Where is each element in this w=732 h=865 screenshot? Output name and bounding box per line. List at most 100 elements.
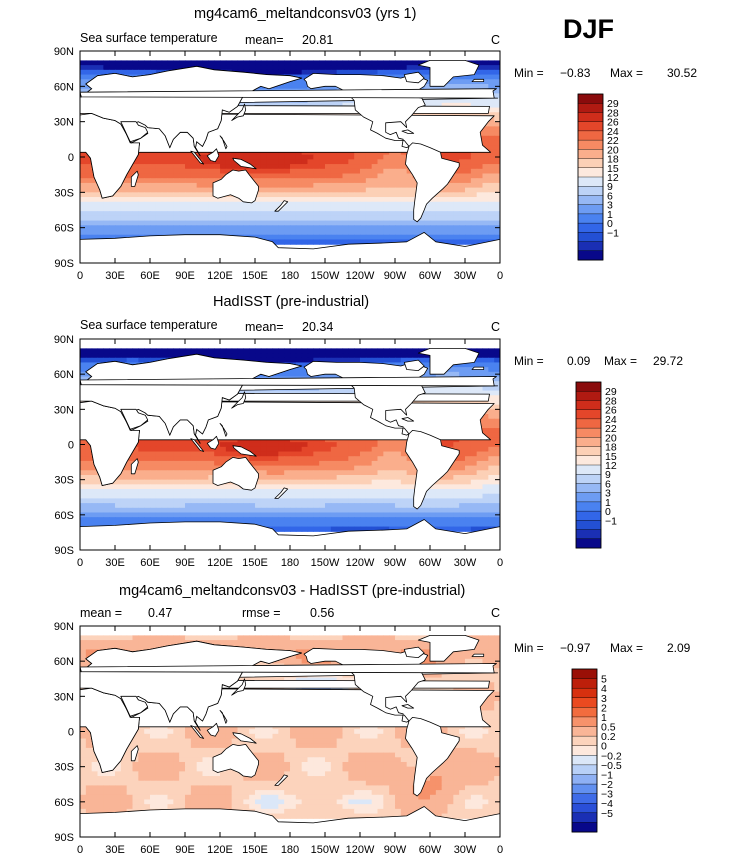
grid-cell [155, 178, 163, 184]
grid-cell [488, 201, 495, 208]
grid-cell [354, 220, 361, 226]
grid-cell [377, 178, 384, 184]
grid-cell [348, 168, 355, 175]
grid-cell [231, 65, 239, 71]
grid-cell [313, 159, 320, 165]
grid-cell [476, 451, 484, 457]
grid-cell [389, 159, 396, 165]
grid-cell [389, 353, 396, 359]
grid-cell [377, 220, 384, 226]
grid-cell [465, 211, 472, 217]
grid-cell [371, 442, 379, 448]
grid-cell [202, 201, 209, 208]
grid-cell [453, 385, 460, 392]
grid-cell [202, 60, 209, 66]
grid-cell [488, 187, 495, 193]
grid-cell [290, 211, 297, 217]
grid-cell [138, 211, 145, 217]
grid-cell [342, 159, 349, 165]
grid-cell [371, 353, 379, 359]
grid-cell [91, 357, 99, 364]
grid-cell [342, 348, 349, 354]
grid-cell [482, 197, 489, 203]
grid-cell [284, 211, 291, 217]
grid-cell [80, 460, 87, 467]
grid-cell [196, 187, 204, 193]
grid-cell [330, 215, 338, 222]
grid-cell [202, 187, 209, 193]
grid-cell [190, 159, 198, 165]
grid-cell [371, 159, 379, 165]
grid-cell [319, 65, 326, 71]
grid-cell [494, 418, 500, 424]
grid-cell [383, 192, 390, 198]
grid-cell [109, 357, 116, 364]
grid-cell [441, 154, 449, 160]
grid-cell [453, 465, 460, 471]
grid-cell [301, 474, 309, 481]
grid-cell [482, 418, 489, 424]
grid-cell [138, 182, 145, 189]
grid-cell [80, 353, 87, 359]
grid-cell [80, 215, 87, 222]
grid-cell [319, 442, 326, 448]
grid-cell [167, 215, 174, 222]
grid-cell [424, 206, 431, 212]
grid-cell [494, 126, 500, 132]
grid-cell [325, 390, 332, 396]
grid-cell [395, 74, 402, 80]
grid-cell [214, 460, 221, 467]
grid-cell [120, 474, 128, 481]
panel-1-title: mg4cam6_meltandconsv03 (yrs 1) [194, 6, 417, 22]
grid-cell [412, 112, 419, 118]
y-tick-label: 30N [54, 117, 74, 129]
grid-cell [272, 197, 279, 203]
grid-cell [383, 474, 390, 481]
grid-cell [126, 65, 134, 71]
grid-cell [115, 348, 122, 354]
grid-cell [330, 390, 338, 396]
grid-cell [237, 154, 244, 160]
grid-cell [85, 362, 93, 368]
grid-cell [406, 197, 414, 203]
grid-cell [459, 456, 466, 462]
grid-cell [313, 201, 320, 208]
grid-cell [354, 69, 361, 76]
grid-cell [313, 474, 320, 481]
grid-cell [155, 215, 163, 222]
grid-cell [173, 206, 180, 212]
grid-cell [325, 239, 332, 245]
grid-cell [290, 173, 297, 179]
grid-cell [447, 187, 454, 193]
grid-cell [365, 446, 373, 453]
grid-cell [441, 112, 449, 118]
grid-cell [144, 451, 151, 457]
grid-cell [185, 178, 192, 184]
grid-cell [307, 442, 314, 448]
grid-cell [132, 164, 139, 170]
grid-cell [167, 451, 174, 457]
grid-cell [85, 220, 93, 226]
grid-cell [360, 197, 367, 203]
grid-cell [138, 168, 145, 175]
grid-cell [196, 201, 204, 208]
grid-cell [120, 187, 128, 193]
grid-cell [266, 215, 274, 222]
grid-cell [494, 149, 500, 156]
grid-cell [365, 168, 373, 175]
legend-label: −1 [607, 227, 619, 239]
grid-cell [453, 102, 460, 109]
grid-cell [91, 187, 99, 193]
grid-cell [453, 474, 460, 481]
grid-cell [144, 220, 151, 226]
grid-cell [208, 230, 215, 236]
grid-cell [237, 353, 244, 359]
grid-cell [132, 187, 139, 193]
grid-cell [336, 353, 344, 359]
grid-cell [488, 353, 495, 359]
grid-cell [494, 121, 500, 127]
legend-frame [577, 93, 604, 261]
grid-cell [377, 168, 384, 175]
grid-cell [138, 451, 145, 457]
